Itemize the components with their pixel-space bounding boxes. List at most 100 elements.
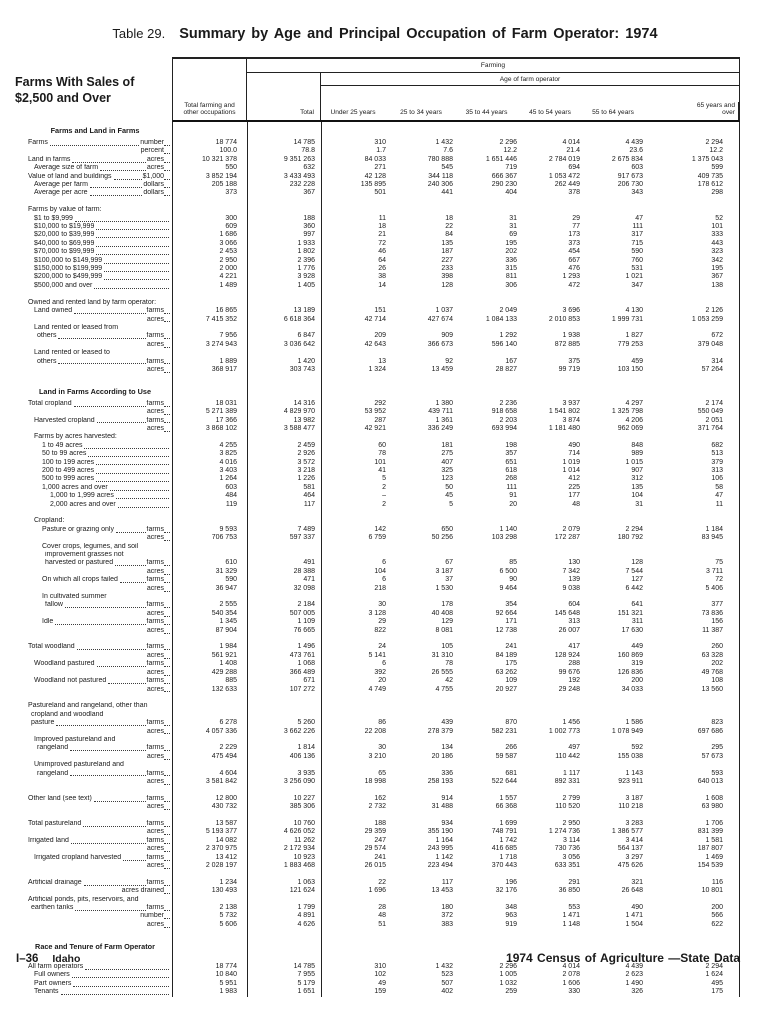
cell: 195: [648, 265, 740, 274]
cell: 490: [631, 904, 643, 912]
cell: [172, 122, 248, 139]
cell: 23.6: [629, 147, 643, 155]
table-row: Irrigated land farms 14 082 11 262 247 1 164 1…: [20, 836, 740, 846]
cell: [522, 122, 585, 139]
cell: 2: [382, 500, 386, 508]
cell: 188: [248, 214, 322, 224]
cell: 22: [445, 223, 453, 231]
cell: 130: [568, 559, 580, 567]
cell: [648, 870, 740, 879]
cell: [585, 694, 648, 702]
cell: 923 911: [618, 777, 643, 785]
cell: 12.2: [648, 147, 740, 156]
table-row: acres 31 329 28 388 104 3 187 6 500 7 342 7 544…: [20, 567, 740, 577]
cell: 2 229: [172, 744, 248, 753]
row-label: acres: [20, 610, 172, 618]
gap-row: [20, 929, 740, 938]
cell: 909: [441, 332, 453, 340]
row-label: acres: [20, 408, 172, 416]
cell: 223 494: [427, 862, 453, 869]
table-row: acres 3 274 943 3 036 642 42 643 366 673 596 …: [20, 340, 740, 350]
row-label: 50 to 99 acres: [20, 450, 172, 458]
cell: 14 316: [248, 399, 322, 409]
cell: 159: [374, 988, 386, 996]
cell: 311: [631, 618, 643, 626]
cell: 622: [648, 920, 740, 930]
category-label-row: Farms by acres harvested:: [20, 433, 740, 442]
table-row: 2,000 acres and over 119 117 2 5 20 48 31 11: [20, 500, 740, 510]
cell: [248, 433, 322, 442]
cell: 495: [648, 979, 740, 989]
cell: [172, 509, 248, 518]
row-label: $500,000 and over: [20, 282, 172, 290]
cell: [585, 543, 648, 551]
cell: 57 673: [648, 752, 740, 762]
row-label: acres: [20, 921, 172, 929]
cell: [522, 299, 585, 307]
cell: 106: [648, 475, 740, 484]
cell: [248, 693, 322, 703]
cell: 919: [505, 920, 517, 928]
cell: 3 928: [248, 273, 322, 282]
table-row: 500 to 999 acres 1 264 1 226 5 123 268 412 312 1…: [20, 475, 740, 484]
cell: 564 137: [617, 845, 643, 853]
label-continuation-row: Land rented or leased to: [20, 349, 740, 358]
cell: 4 297: [625, 399, 643, 407]
cell: [458, 711, 522, 719]
cell: 243 995: [427, 845, 453, 853]
cell: [172, 517, 248, 526]
cell: 3 114: [563, 836, 580, 844]
table-row: On which all crops failed farms 590 471 6 37 9…: [20, 576, 740, 585]
cell: 105: [441, 643, 453, 651]
cell: 32 098: [248, 584, 322, 594]
cell: 28: [378, 904, 386, 912]
cell: 441: [441, 189, 453, 197]
cell: 298: [648, 189, 740, 198]
table-row: acres 132 633 107 272 4 749 4 755 20 927 29 24…: [20, 685, 740, 694]
cell: [322, 896, 391, 904]
cell: 2 172 934: [248, 845, 322, 854]
cell: 1 014: [562, 466, 580, 474]
cell: [585, 299, 648, 307]
table-row: acres drained 130 493 121 624 1 696 13 453 32…: [20, 887, 740, 896]
cell: 697 686: [648, 727, 740, 736]
cell: 198: [505, 441, 517, 449]
cell: [391, 896, 458, 904]
cell: [248, 954, 322, 964]
cell: 241: [505, 643, 517, 651]
row-label: On which all crops failed farms: [20, 576, 172, 584]
cell: 1 802: [248, 248, 322, 257]
cell: 1 143: [625, 769, 643, 777]
cell: 172 287: [554, 534, 580, 542]
cell: 1 032: [499, 979, 517, 987]
cell: [522, 206, 585, 214]
cell: 1 686: [172, 231, 248, 240]
cell: 4 221: [172, 273, 248, 282]
cell: 1 408: [172, 660, 248, 669]
cell: [172, 811, 248, 820]
cell: 29: [572, 214, 580, 222]
cell: 1 068: [248, 660, 322, 669]
cell: 290 230: [491, 181, 517, 189]
cell: 87 904: [172, 626, 248, 636]
cell: 1 984: [172, 643, 248, 652]
cell: [391, 761, 458, 769]
universe-heading-line1: Farms With Sales of: [15, 75, 135, 89]
page-number: I–36: [16, 953, 39, 965]
row-label: 200 to 499 acres: [20, 467, 172, 475]
cell: 1 184: [648, 525, 740, 535]
cell: 6: [382, 576, 386, 584]
table-row: Tenants 1 983 1 651 159 402 259 330 326 175: [20, 988, 740, 997]
cell: 42: [445, 677, 453, 685]
row-label: rangeland farms: [20, 744, 172, 752]
row-label: Part owners: [20, 980, 172, 988]
row-label: Artificial ponds, pits, reservoirs, and: [28, 895, 139, 903]
row-label: acres: [20, 862, 172, 870]
cell: 2 138: [172, 904, 248, 913]
cell: 1 292: [499, 332, 517, 340]
row-label: $100,000 to $149,999: [20, 257, 172, 265]
cell: [648, 298, 740, 308]
cell: [585, 349, 648, 357]
cell: 313: [648, 466, 740, 476]
gap-row: [20, 635, 740, 644]
